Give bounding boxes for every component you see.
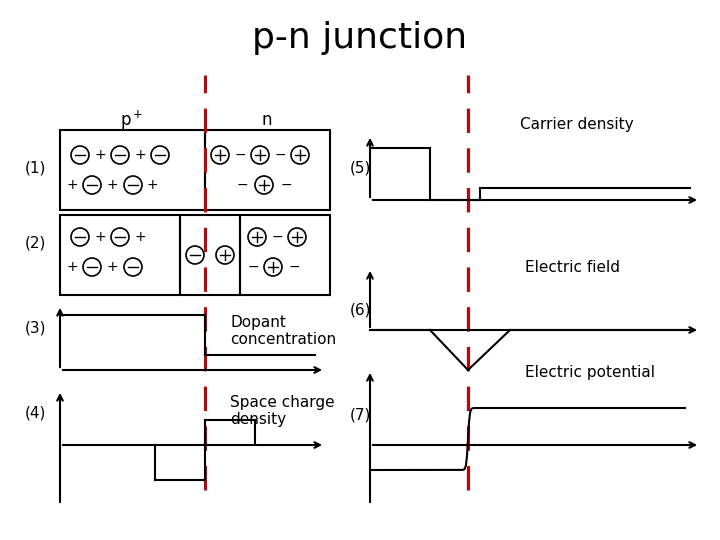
Text: Dopant
concentration: Dopant concentration [230, 315, 336, 347]
Bar [205, 130, 330, 210]
Bar [60, 215, 180, 295]
Text: +: + [106, 178, 118, 192]
Text: +: + [106, 260, 118, 274]
Text: −: − [247, 260, 258, 274]
Text: −: − [274, 148, 286, 162]
Text: (7): (7) [350, 408, 372, 422]
Text: Electric potential: Electric potential [525, 364, 655, 380]
Text: +: + [94, 148, 106, 162]
Text: p-n junction: p-n junction [253, 21, 467, 55]
Text: +: + [146, 178, 158, 192]
Text: −: − [234, 148, 246, 162]
Text: (5): (5) [350, 160, 372, 176]
Text: Electric field: Electric field [525, 260, 620, 275]
Text: −: − [271, 230, 283, 244]
Text: +: + [134, 230, 146, 244]
Bar [240, 215, 330, 295]
Bar [60, 130, 205, 210]
Text: −: − [288, 260, 300, 274]
Text: (1): (1) [25, 160, 46, 176]
Text: (4): (4) [25, 406, 46, 421]
Text: (2): (2) [25, 235, 46, 251]
Text: +: + [66, 260, 78, 274]
Text: p$^+$: p$^+$ [120, 109, 144, 132]
Text: (3): (3) [25, 321, 47, 335]
Text: +: + [134, 148, 146, 162]
Text: n: n [262, 111, 272, 129]
Text: Space charge
density: Space charge density [230, 395, 335, 427]
Text: −: − [280, 178, 292, 192]
Text: Carrier density: Carrier density [520, 118, 634, 132]
Bar [180, 215, 240, 295]
Text: +: + [66, 178, 78, 192]
Text: +: + [94, 230, 106, 244]
Text: −: − [236, 178, 248, 192]
Text: (6): (6) [350, 302, 372, 318]
